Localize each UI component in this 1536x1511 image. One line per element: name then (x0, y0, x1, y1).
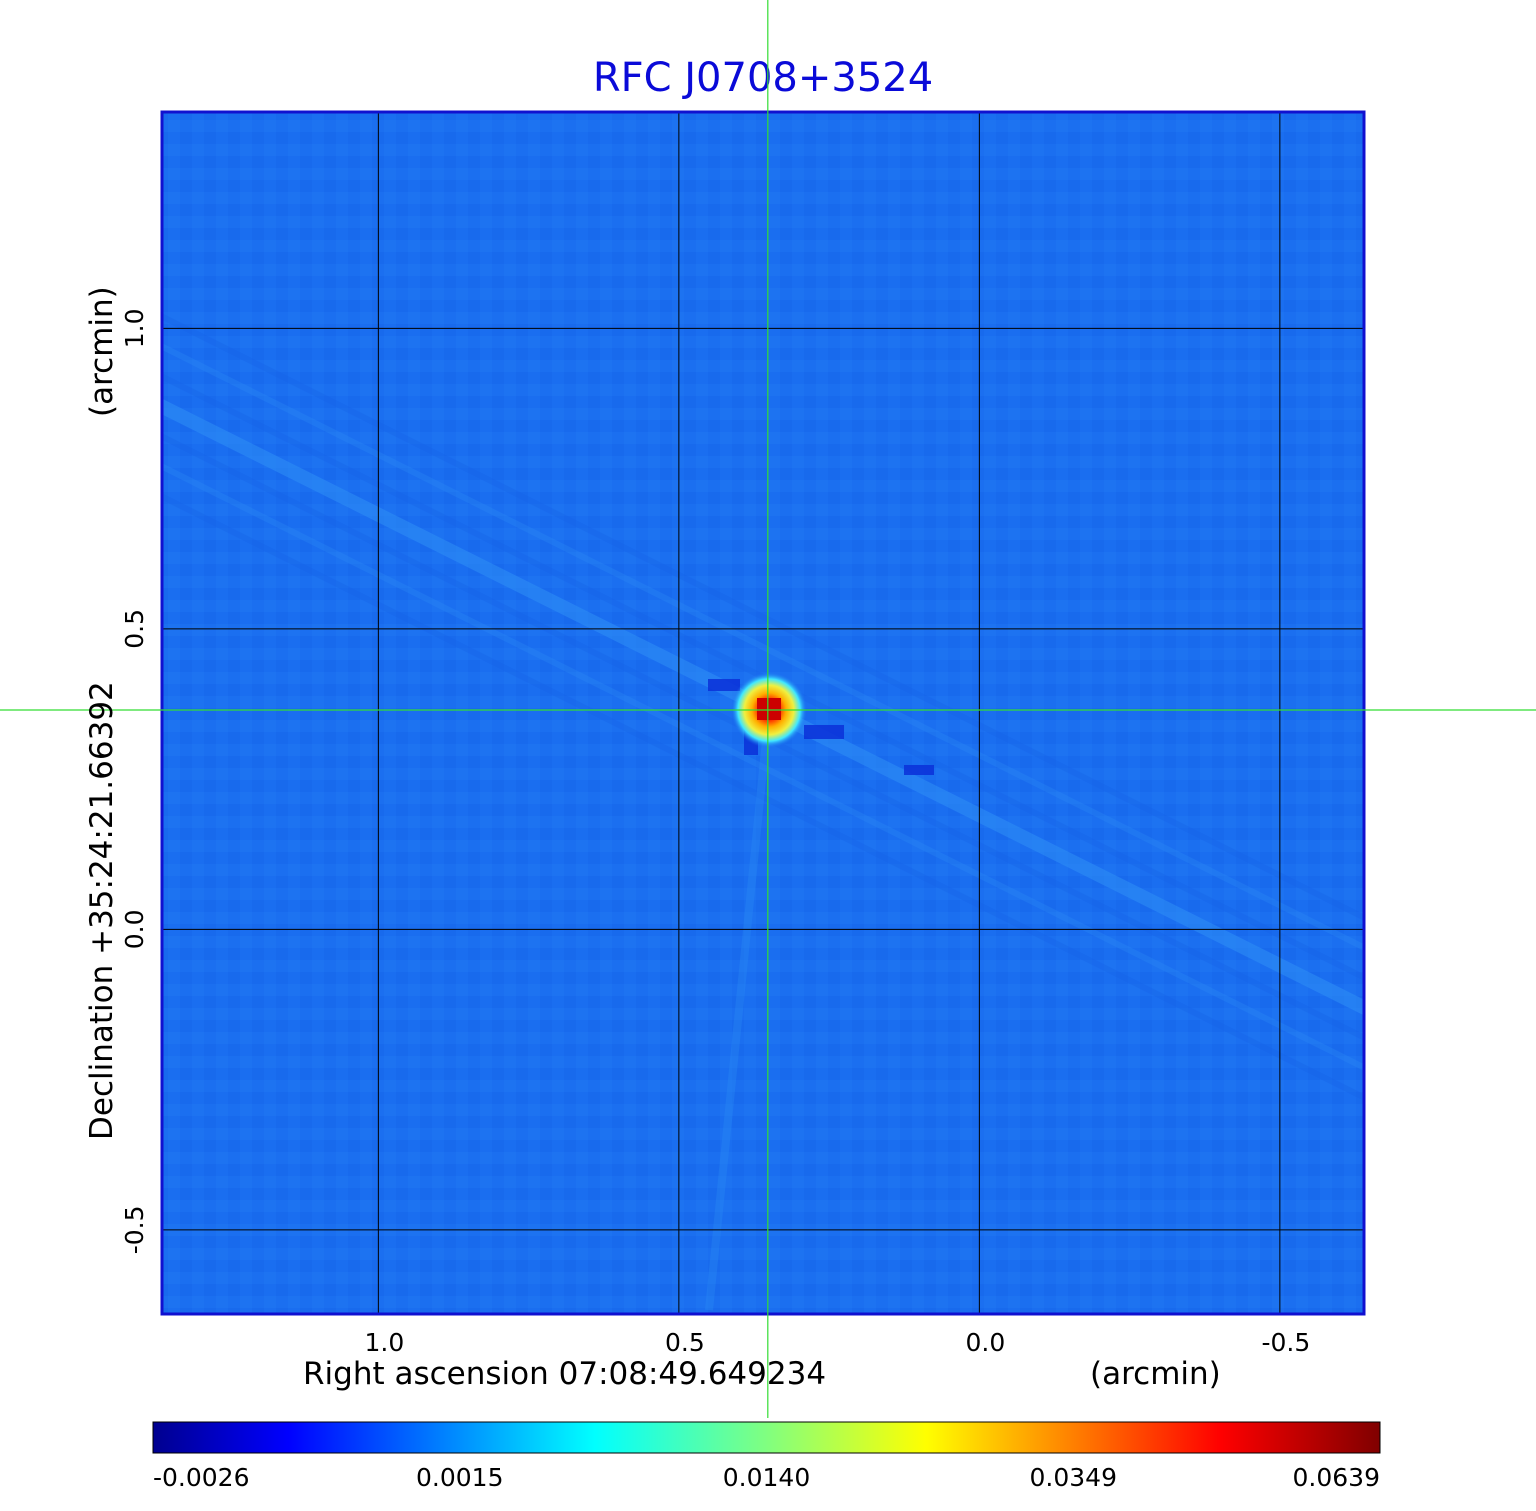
sidelobe-streak-1 (162, 343, 1364, 951)
sidelobe-streak-vertical (705, 709, 773, 1311)
y-axis-unit: (arcmin) (84, 286, 120, 417)
colorbar-tick-label: 0.0140 (723, 1463, 810, 1492)
y-tick-label: 0.0 (120, 909, 149, 949)
y-tick-labels: 1.0 0.5 0.0 -0.5 (120, 308, 149, 1254)
colorbar-tick-label: 0.0015 (416, 1463, 503, 1492)
x-axis-label: Right ascension 07:08:49.649234 (303, 1356, 826, 1392)
x-tick-label: 0.5 (665, 1328, 705, 1357)
y-tick-label: 0.5 (120, 609, 149, 649)
sidelobe-streak-0 (162, 313, 1364, 921)
colorbar-tick-label: 0.0639 (1293, 1463, 1380, 1492)
sidelobe-streak-6 (162, 493, 1364, 1101)
colorbar (152, 1421, 1381, 1454)
y-axis-label: Declination +35:24:21.66392 (84, 681, 120, 1140)
negative-artifact-0 (708, 678, 741, 691)
coordinate-grid (162, 112, 1364, 1314)
colorbar-tick-label: -0.0026 (153, 1463, 250, 1492)
negative-artifact-3 (904, 764, 935, 775)
x-axis-unit: (arcmin) (1090, 1356, 1221, 1392)
peak-core (757, 697, 782, 720)
plot-frame (160, 110, 1366, 1316)
colorbar-tick-labels: -0.0026 0.0015 0.0140 0.0349 0.0639 (153, 1463, 1380, 1492)
x-tick-label: -0.5 (1261, 1328, 1310, 1357)
x-tick-label: 1.0 (364, 1328, 404, 1357)
x-tick-labels: 1.0 0.5 0.0 -0.5 (364, 1328, 1310, 1357)
chart-title: RFC J0708+3524 (593, 55, 933, 101)
plot-area (162, 112, 1364, 1314)
colorbar-tick-label: 0.0349 (1030, 1463, 1117, 1492)
y-tick-label: -0.5 (120, 1205, 149, 1254)
crosshair (0, 0, 1536, 1418)
sidelobe-streak-5 (162, 463, 1364, 1071)
y-tick-label: 1.0 (120, 308, 149, 348)
x-tick-label: 0.0 (965, 1328, 1005, 1357)
negative-artifact-1 (804, 724, 845, 739)
